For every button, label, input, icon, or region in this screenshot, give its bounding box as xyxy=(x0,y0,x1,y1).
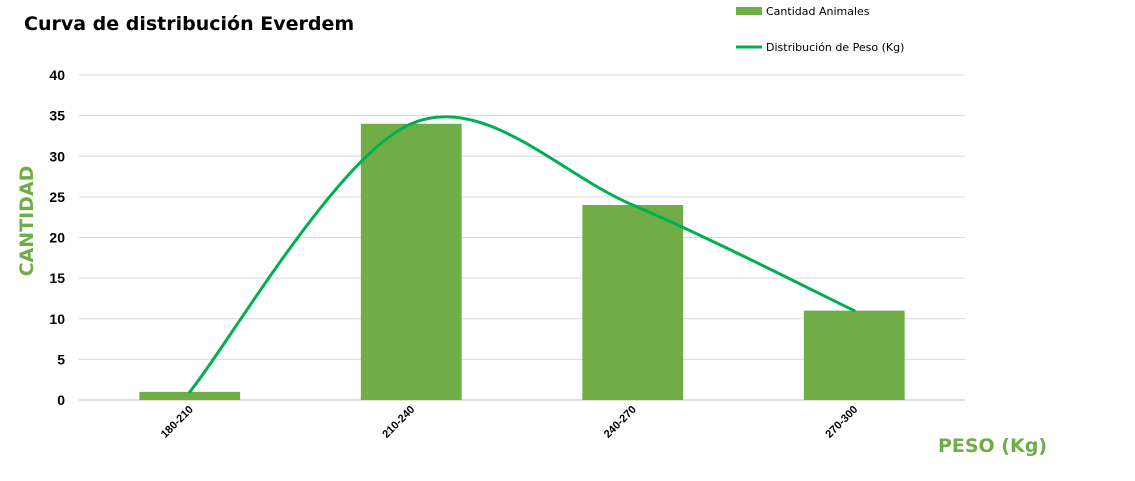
legend-swatch-bars xyxy=(736,7,762,15)
y-axis-label: CANTIDAD xyxy=(16,166,38,277)
bar xyxy=(139,391,241,400)
y-tick-label: 0 xyxy=(57,392,65,408)
y-tick-label: 5 xyxy=(57,351,65,367)
y-tick-label: 20 xyxy=(49,230,65,246)
y-axis-ticks: 0 5 10 15 20 25 30 35 40 xyxy=(49,67,65,408)
x-tick-label: 270-300 xyxy=(823,404,860,441)
chart-title: Curva de distribución Everdem xyxy=(24,13,354,35)
bar-series xyxy=(139,123,905,400)
line-series xyxy=(188,115,856,394)
bar xyxy=(582,205,684,400)
legend-label-bars: Cantidad Animales xyxy=(766,5,870,18)
distribution-line xyxy=(188,115,856,394)
bar xyxy=(360,123,462,400)
y-tick-label: 15 xyxy=(49,270,65,286)
x-axis-ticks: 180-210 210-240 240-270 270-300 xyxy=(159,404,861,441)
y-tick-label: 40 xyxy=(49,67,65,83)
y-tick-label: 30 xyxy=(49,148,65,164)
y-tick-label: 25 xyxy=(49,189,65,205)
y-tick-label: 10 xyxy=(49,311,65,327)
x-tick-label: 240-270 xyxy=(602,404,639,441)
y-tick-label: 35 xyxy=(49,108,65,124)
x-axis-label: PESO (Kg) xyxy=(938,435,1047,457)
legend: Cantidad Animales Distribución de Peso (… xyxy=(736,5,904,54)
x-tick-label: 210-240 xyxy=(380,404,417,441)
bar xyxy=(803,310,905,400)
x-tick-label: 180-210 xyxy=(159,404,196,441)
legend-label-line: Distribución de Peso (Kg) xyxy=(766,41,904,54)
